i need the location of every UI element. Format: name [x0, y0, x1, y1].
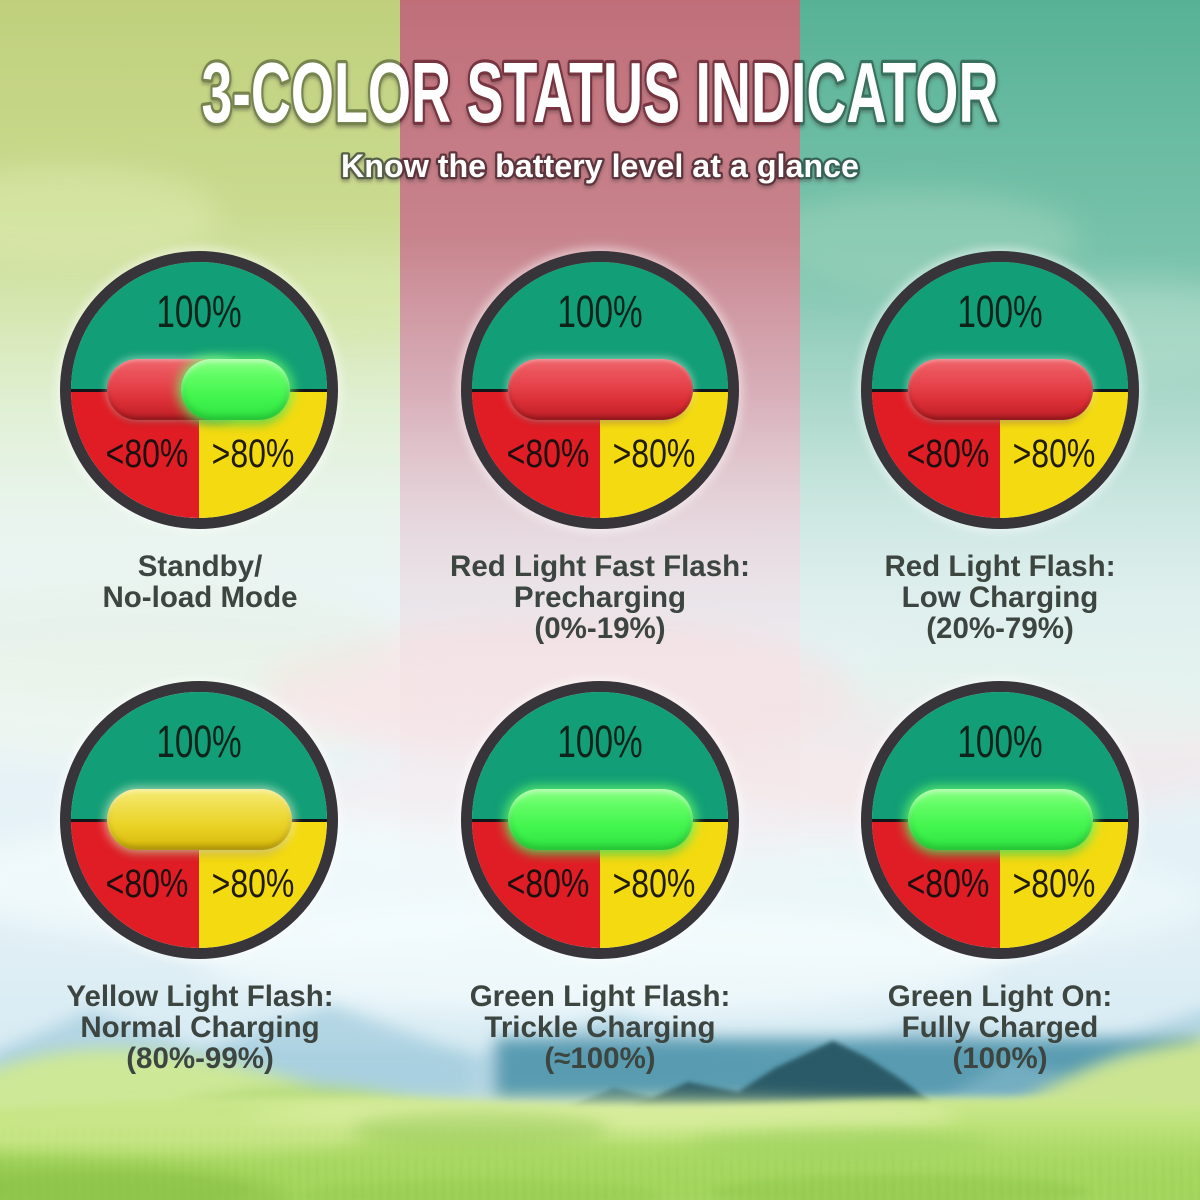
svg-text:3-COLOR STATUS INDICATOR: 3-COLOR STATUS INDICATOR — [202, 46, 999, 141]
svg-text:3-COLOR STATUS INDICATOR: 3-COLOR STATUS INDICATOR — [202, 46, 999, 141]
svg-text:3-COLOR STATUS INDICATOR: 3-COLOR STATUS INDICATOR — [202, 46, 999, 141]
svg-text:Know the battery level at a gl: Know the battery level at a glance — [341, 148, 859, 184]
svg-text:Know the battery level at a gl: Know the battery level at a glance — [341, 148, 859, 184]
svg-text:Know the battery level at a gl: Know the battery level at a glance — [341, 148, 859, 184]
